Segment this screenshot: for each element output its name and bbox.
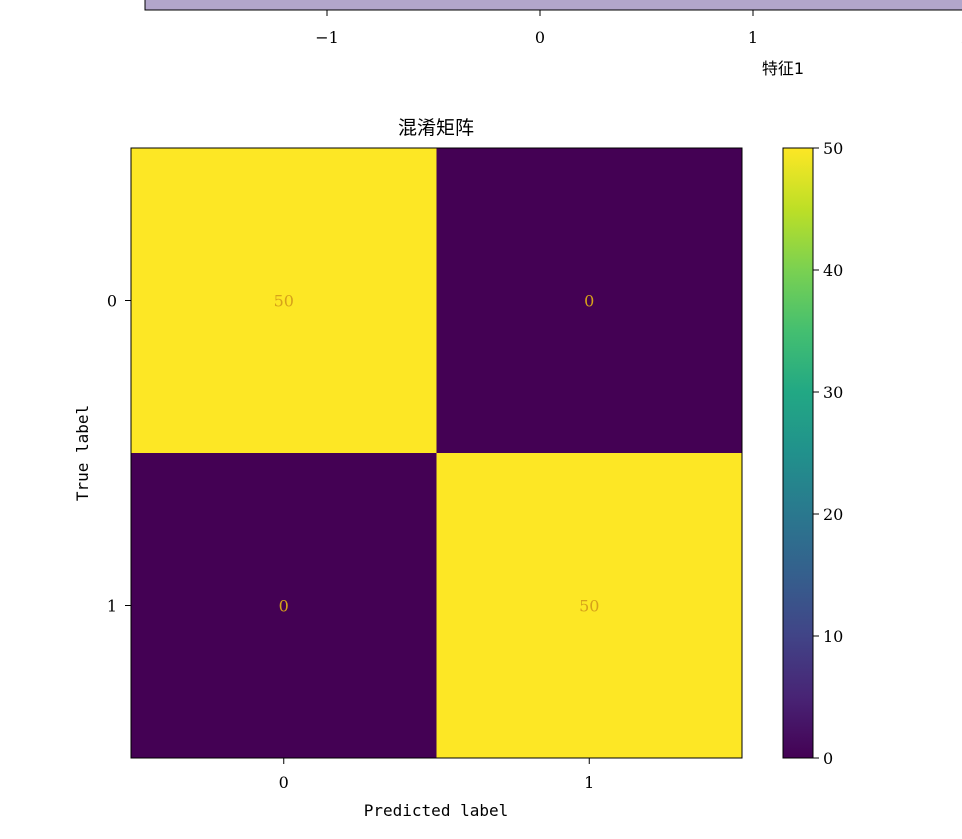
top-scatter-plot: −1 0 1 2 特征1 xyxy=(144,0,962,78)
cell-value-label: 50 xyxy=(579,597,599,616)
x-tick-label: 1 xyxy=(584,773,594,792)
matrix-y-ticks: 01 xyxy=(107,292,131,616)
y-tick-label: 1 xyxy=(107,597,117,616)
colorbar: 0 10 20 30 40 50 xyxy=(782,139,843,768)
matrix-cell xyxy=(131,148,437,453)
colorbar-tick-label: 0 xyxy=(823,749,833,768)
colorbar-ticks: 0 10 20 30 40 50 xyxy=(813,139,843,768)
top-x-ticks: −1 0 1 2 xyxy=(315,10,962,47)
cell-value-label: 0 xyxy=(279,597,289,616)
colorbar-gradient xyxy=(782,147,814,759)
top-x-tick-label: −1 xyxy=(315,28,339,47)
cell-value-label: 0 xyxy=(584,292,594,311)
matrix-cell xyxy=(131,453,437,758)
colorbar-tick-label: 20 xyxy=(823,505,843,524)
top-x-tick-label: 0 xyxy=(535,28,545,47)
top-x-tick-label: 2 xyxy=(961,28,962,47)
matrix-cell xyxy=(436,453,742,758)
colorbar-tick-label: 40 xyxy=(823,261,843,280)
cell-value-label: 50 xyxy=(274,292,294,311)
chart-title: 混淆矩阵 xyxy=(398,117,474,139)
matrix-cell xyxy=(436,148,742,453)
top-x-axis-label: 特征1 xyxy=(762,59,804,78)
top-plot-area xyxy=(144,0,962,11)
colorbar-tick-label: 50 xyxy=(823,139,843,158)
top-x-tick-label: 1 xyxy=(748,28,758,47)
x-tick-label: 0 xyxy=(279,773,289,792)
matrix-frame xyxy=(130,147,743,759)
matrix-cells: 50 0 0 50 xyxy=(131,148,742,758)
y-axis-label: True label xyxy=(73,405,92,501)
colorbar-tick-label: 10 xyxy=(823,627,843,646)
y-tick-label: 0 xyxy=(107,292,117,311)
colorbar-tick-label: 30 xyxy=(823,383,843,402)
x-axis-label: Predicted label xyxy=(364,801,509,820)
